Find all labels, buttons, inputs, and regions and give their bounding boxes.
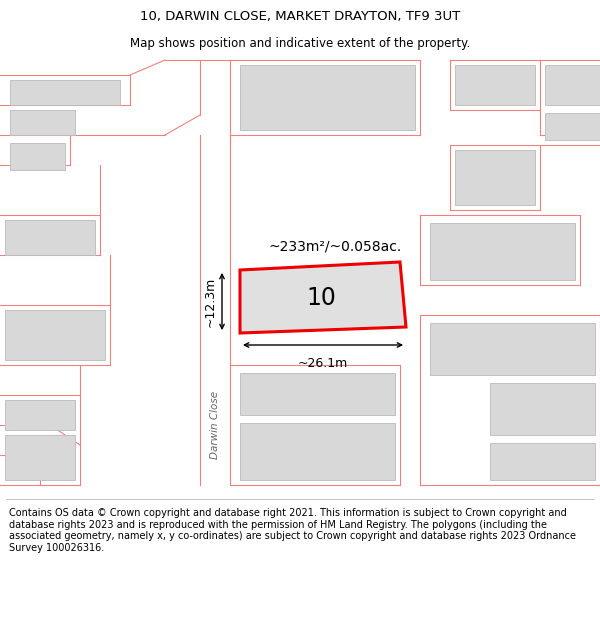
Polygon shape (455, 150, 535, 205)
Polygon shape (5, 310, 105, 360)
Polygon shape (240, 373, 395, 415)
Polygon shape (545, 65, 600, 105)
Polygon shape (430, 323, 595, 375)
Polygon shape (5, 220, 95, 255)
Text: Contains OS data © Crown copyright and database right 2021. This information is : Contains OS data © Crown copyright and d… (9, 508, 576, 552)
Polygon shape (10, 80, 120, 105)
Polygon shape (5, 400, 75, 430)
Polygon shape (240, 65, 415, 130)
Text: ~12.3m: ~12.3m (204, 276, 217, 327)
Polygon shape (490, 443, 595, 480)
Text: 10, DARWIN CLOSE, MARKET DRAYTON, TF9 3UT: 10, DARWIN CLOSE, MARKET DRAYTON, TF9 3U… (140, 10, 460, 23)
Polygon shape (430, 223, 575, 280)
Polygon shape (545, 113, 600, 140)
Text: ~233m²/~0.058ac.: ~233m²/~0.058ac. (268, 240, 401, 254)
Polygon shape (490, 383, 595, 435)
Polygon shape (10, 143, 65, 170)
Text: ~26.1m: ~26.1m (298, 357, 348, 370)
Polygon shape (455, 65, 535, 105)
Text: 10: 10 (307, 286, 337, 310)
Polygon shape (10, 110, 75, 135)
Polygon shape (240, 423, 395, 480)
Text: Darwin Close: Darwin Close (210, 391, 220, 459)
Polygon shape (5, 435, 75, 480)
Polygon shape (240, 262, 406, 333)
Text: Map shows position and indicative extent of the property.: Map shows position and indicative extent… (130, 38, 470, 51)
